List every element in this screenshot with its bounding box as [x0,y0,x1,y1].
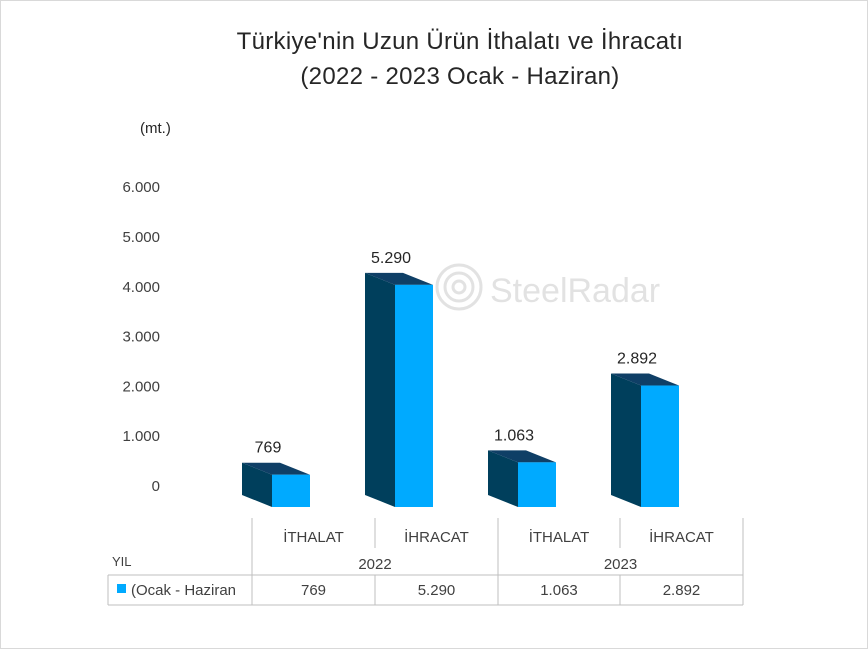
x-category-label: İHRACAT [649,528,714,546]
data-label: 1.063 [494,427,534,444]
watermark-icon-core [451,279,467,295]
x-category-label: İTHALAT [283,528,344,546]
y-tick-label: 4.000 [122,279,160,296]
bar-2022-ithalat: 769 [242,440,310,507]
bar-2022-ihracat: 5.290 [365,250,433,507]
x-group-label: 2023 [604,556,637,573]
watermark-text: SteelRadar [490,272,660,310]
y-tick-label: 6.000 [122,179,160,196]
x-category-label: İHRACAT [404,528,469,546]
chart-title: Türkiye'nin Uzun Ürün İthalatı ve İhraca… [236,28,684,55]
y-tick-label: 2.000 [122,378,160,395]
bar-top-face [611,373,679,386]
watermark-icon-inner [443,271,475,303]
bar-side-face [365,272,395,507]
table-row-header: YIL [112,554,132,569]
watermark-logo: SteelRadar [435,263,660,311]
bar-front-face [272,474,310,507]
data-label: 2.892 [617,351,657,368]
bar-2023-ihracat: 2.892 [611,351,679,507]
chart-subtitle: (2022 - 2023 Ocak - Haziran) [300,63,620,90]
data-label: 5.290 [371,250,411,267]
table-value: 769 [301,582,326,599]
y-tick-label: 3.000 [122,329,160,346]
bar-side-face [488,450,518,507]
y-tick-label: 0 [152,478,160,495]
bar-front-face [641,385,679,507]
bar-top-face [365,272,433,285]
watermark-icon [435,263,483,311]
table-value: 1.063 [540,582,578,599]
data-table-grid [107,518,744,606]
y-tick-label: 1.000 [122,428,160,445]
table-value: 2.892 [663,582,701,599]
legend-swatch [117,584,126,593]
bar-front-face [395,284,433,507]
unit-label: (mt.) [140,120,171,137]
data-label: 769 [255,440,282,457]
bar-side-face [611,373,641,507]
series-name: (Ocak - Haziran [131,582,236,599]
bar-top-face [488,450,556,463]
bar-top-face [242,462,310,475]
bar-2023-ithalat: 1.063 [488,427,556,507]
x-category-label: İTHALAT [529,528,590,546]
bar-front-face [518,462,556,507]
x-group-label: 2022 [358,556,391,573]
y-tick-label: 5.000 [122,229,160,246]
bar-side-face [242,462,272,507]
table-value: 5.290 [418,582,456,599]
